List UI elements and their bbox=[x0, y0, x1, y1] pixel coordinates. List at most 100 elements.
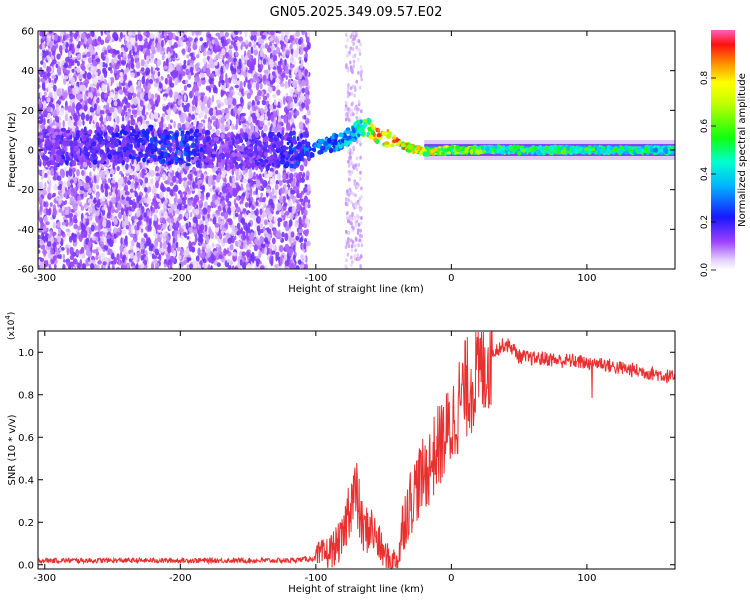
spectrogram-speckle bbox=[169, 167, 173, 173]
spectrogram-speckle bbox=[300, 177, 305, 183]
spectrogram-speckle bbox=[141, 168, 146, 174]
spectrogram-speckle bbox=[108, 78, 111, 87]
spectrogram-speckle bbox=[92, 76, 98, 85]
spectrogram-speckle bbox=[256, 41, 259, 46]
spectrogram-speckle bbox=[211, 94, 215, 103]
spectrogram-speckle bbox=[94, 178, 97, 184]
spectrogram-speckle bbox=[284, 81, 288, 89]
spectrogram-speckle bbox=[118, 211, 122, 220]
spectrogram-speckle bbox=[111, 183, 116, 188]
spectrogram-speckle bbox=[298, 259, 302, 265]
spectrogram-speckle bbox=[278, 195, 284, 204]
spectrogram-speckle bbox=[277, 217, 283, 223]
spectrogram-speckle bbox=[49, 202, 53, 208]
spectrogram-speckle bbox=[256, 216, 261, 224]
spectrogram-speckle bbox=[185, 45, 188, 51]
spectrogram-speckle bbox=[63, 91, 68, 99]
spectrogram-speckle bbox=[257, 186, 262, 191]
spectrogram-speckle bbox=[266, 227, 270, 233]
spectrogram-speckle bbox=[76, 186, 79, 191]
spectrogram-speckle bbox=[244, 202, 250, 208]
spectrogram-speckle bbox=[90, 31, 95, 38]
spectrogram-speckle bbox=[209, 83, 215, 89]
spectrogram-speckle bbox=[62, 263, 66, 269]
spectrogram-speckle bbox=[103, 117, 107, 126]
spectrogram-speckle bbox=[104, 93, 108, 99]
spectrogram-speckle bbox=[250, 80, 253, 85]
spectrogram-speckle bbox=[134, 47, 137, 53]
spectrogram-speckle bbox=[38, 182, 42, 187]
spectrogram-speckle bbox=[237, 91, 242, 96]
spectrogram-speckle bbox=[303, 255, 306, 263]
spectrogram-speckle bbox=[271, 237, 276, 245]
spectrogram-speckle bbox=[246, 59, 252, 68]
spectrogram-speckle bbox=[54, 115, 60, 123]
spectrogram-speckle bbox=[123, 74, 127, 81]
spectrogram-speckle bbox=[300, 59, 304, 65]
spectrogram-speckle bbox=[129, 252, 134, 259]
spectrogram-speckle bbox=[127, 59, 131, 64]
spectrogram-speckle bbox=[306, 240, 311, 247]
spectrogram-speckle bbox=[46, 241, 52, 247]
spectrogram-speckle bbox=[164, 77, 168, 85]
spectrogram-speckle bbox=[178, 110, 182, 115]
spectrogram-speckle bbox=[269, 207, 274, 212]
spectrogram-speckle bbox=[231, 74, 235, 79]
spectrogram-speckle bbox=[305, 175, 310, 181]
spectrogram-speckle bbox=[260, 192, 264, 197]
spectrogram-speckle bbox=[80, 112, 86, 121]
spectrogram-speckle bbox=[271, 250, 276, 255]
spectrogram-speckle bbox=[56, 244, 60, 249]
spectrogram-speckle bbox=[167, 74, 170, 79]
spectrogram-speckle bbox=[301, 206, 304, 216]
spectrogram-speckle bbox=[63, 259, 66, 263]
spectrogram-speckle bbox=[86, 72, 92, 80]
spectrogram-speckle bbox=[120, 176, 124, 185]
spectrogram-speckle bbox=[156, 59, 162, 67]
spectrogram-speckle bbox=[186, 54, 190, 59]
spectrogram-speckle bbox=[256, 240, 262, 246]
spectrogram-speckle bbox=[168, 89, 173, 98]
spectrogram-speckle bbox=[125, 163, 129, 170]
spectrogram-speckle bbox=[295, 110, 300, 116]
spectrogram-speckle bbox=[170, 104, 174, 109]
spectrogram-speckle bbox=[207, 206, 211, 214]
spectrogram-speckle bbox=[39, 204, 43, 213]
spectrogram-speckle bbox=[273, 99, 277, 106]
spectrogram-speckle bbox=[84, 93, 87, 102]
spectrogram-speckle bbox=[134, 181, 137, 190]
spectrogram-speckle bbox=[244, 55, 248, 60]
spectrogram-speckle bbox=[288, 79, 291, 87]
spectrogram-speckle bbox=[43, 256, 48, 261]
spectrogram-speckle bbox=[63, 75, 69, 80]
spectrogram-speckle bbox=[200, 193, 205, 202]
spectrogram-speckle bbox=[127, 53, 131, 60]
spectrogram-speckle bbox=[199, 186, 205, 190]
spectrogram-speckle bbox=[76, 210, 81, 217]
spectrogram-speckle bbox=[189, 212, 193, 218]
spectrogram-speckle bbox=[108, 191, 113, 196]
spectrogram-speckle bbox=[162, 96, 167, 101]
spectrogram-speckle bbox=[89, 115, 93, 122]
spectrogram-speckle bbox=[88, 57, 92, 64]
spectrogram-speckle bbox=[188, 37, 193, 42]
spectrogram-speckle bbox=[68, 93, 74, 100]
spectrogram-speckle bbox=[123, 34, 126, 38]
spectrogram-speckle bbox=[234, 74, 238, 81]
spectrogram-speckle bbox=[43, 248, 47, 257]
spectrogram-speckle bbox=[187, 46, 191, 53]
spectrogram-speckle bbox=[153, 255, 158, 259]
spectrogram-speckle bbox=[100, 31, 103, 37]
chart-title: GN05.2025.349.09.57.E02 bbox=[270, 5, 443, 20]
spectrogram-speckle bbox=[99, 117, 102, 122]
spectrogram-speckle bbox=[134, 54, 139, 59]
spectrogram-speckle bbox=[77, 54, 82, 58]
spectrogram-speckle bbox=[89, 171, 92, 179]
spectrogram-speckle bbox=[211, 115, 217, 121]
spectrogram-speckle bbox=[275, 46, 280, 54]
spectrogram-speckle bbox=[215, 191, 219, 196]
spectrogram-speckle bbox=[164, 180, 169, 185]
spectrogram-speckle bbox=[173, 95, 177, 100]
spectrogram-speckle bbox=[268, 198, 274, 206]
spectrogram-speckle bbox=[135, 34, 138, 42]
